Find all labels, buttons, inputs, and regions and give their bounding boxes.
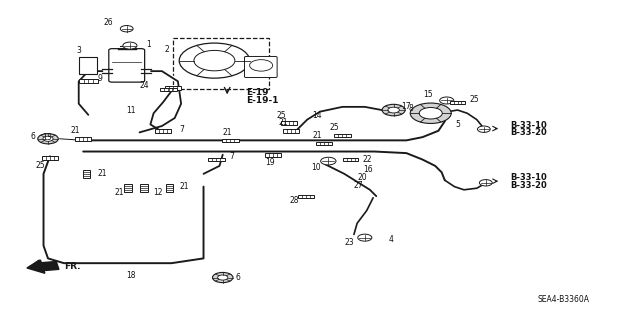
Text: 23: 23 bbox=[344, 238, 355, 247]
Circle shape bbox=[194, 50, 235, 71]
Polygon shape bbox=[164, 86, 181, 90]
Text: 12: 12 bbox=[154, 189, 163, 197]
Polygon shape bbox=[79, 79, 97, 83]
Circle shape bbox=[123, 42, 137, 49]
Text: B-33-20: B-33-20 bbox=[510, 181, 547, 189]
Polygon shape bbox=[166, 184, 173, 192]
FancyBboxPatch shape bbox=[244, 56, 277, 78]
Polygon shape bbox=[316, 142, 332, 145]
Circle shape bbox=[477, 126, 490, 132]
Text: SEA4-B3360A: SEA4-B3360A bbox=[537, 295, 589, 304]
Polygon shape bbox=[283, 129, 300, 133]
Text: 7: 7 bbox=[179, 125, 184, 134]
Text: E-19-1: E-19-1 bbox=[246, 96, 279, 105]
Circle shape bbox=[382, 104, 405, 116]
Text: 3: 3 bbox=[76, 46, 81, 55]
Text: 19: 19 bbox=[265, 158, 275, 167]
Polygon shape bbox=[124, 184, 132, 192]
Text: 21: 21 bbox=[71, 126, 80, 135]
Circle shape bbox=[38, 134, 58, 144]
Text: 21: 21 bbox=[223, 128, 232, 137]
Text: 24: 24 bbox=[139, 81, 149, 90]
Text: 21: 21 bbox=[278, 118, 287, 127]
Text: 20: 20 bbox=[357, 173, 367, 182]
Text: 17: 17 bbox=[401, 102, 412, 111]
Text: B-33-10: B-33-10 bbox=[510, 121, 547, 130]
Text: 28: 28 bbox=[290, 197, 299, 205]
Text: 9: 9 bbox=[98, 74, 103, 83]
Text: 21: 21 bbox=[312, 131, 321, 140]
Circle shape bbox=[321, 157, 336, 165]
Text: 26: 26 bbox=[104, 18, 114, 27]
Text: 22: 22 bbox=[362, 155, 372, 164]
Text: 25: 25 bbox=[329, 123, 339, 132]
Text: 21: 21 bbox=[179, 182, 189, 191]
Text: 25: 25 bbox=[276, 111, 287, 120]
Text: 2: 2 bbox=[164, 45, 169, 54]
Polygon shape bbox=[265, 153, 282, 157]
FancyBboxPatch shape bbox=[173, 38, 269, 89]
Text: 10: 10 bbox=[310, 163, 321, 172]
Text: 15: 15 bbox=[422, 90, 433, 99]
Polygon shape bbox=[42, 156, 58, 160]
Polygon shape bbox=[298, 195, 314, 198]
Circle shape bbox=[212, 272, 233, 283]
Text: B-33-10: B-33-10 bbox=[510, 173, 547, 182]
Text: 4: 4 bbox=[389, 235, 394, 244]
Polygon shape bbox=[222, 138, 239, 142]
Circle shape bbox=[419, 108, 442, 119]
Polygon shape bbox=[160, 87, 177, 91]
FancyBboxPatch shape bbox=[79, 56, 97, 74]
Polygon shape bbox=[281, 121, 298, 125]
Circle shape bbox=[388, 107, 399, 113]
Circle shape bbox=[218, 275, 228, 280]
Text: 18: 18 bbox=[127, 271, 136, 280]
Text: 8: 8 bbox=[408, 104, 413, 113]
Text: 5: 5 bbox=[455, 120, 460, 129]
Circle shape bbox=[358, 234, 372, 241]
Polygon shape bbox=[334, 134, 351, 137]
Text: 14: 14 bbox=[312, 111, 322, 120]
Text: 11: 11 bbox=[127, 106, 136, 115]
Polygon shape bbox=[343, 158, 358, 161]
Circle shape bbox=[43, 136, 53, 141]
Polygon shape bbox=[451, 100, 465, 104]
Circle shape bbox=[179, 43, 250, 78]
Circle shape bbox=[250, 60, 273, 71]
Text: 6: 6 bbox=[31, 132, 36, 141]
Text: 25: 25 bbox=[469, 95, 479, 104]
Text: 7: 7 bbox=[229, 152, 234, 161]
Circle shape bbox=[410, 103, 451, 123]
Polygon shape bbox=[140, 184, 148, 192]
Text: 21: 21 bbox=[115, 189, 124, 197]
FancyBboxPatch shape bbox=[109, 48, 145, 82]
Polygon shape bbox=[208, 158, 225, 161]
Text: 13: 13 bbox=[42, 133, 52, 142]
Circle shape bbox=[120, 26, 133, 32]
Text: 6: 6 bbox=[236, 273, 241, 282]
Text: FR.: FR. bbox=[64, 262, 81, 271]
Text: 25: 25 bbox=[35, 161, 45, 170]
Polygon shape bbox=[75, 137, 92, 141]
Text: 1: 1 bbox=[146, 40, 150, 49]
Text: 21: 21 bbox=[97, 169, 107, 178]
Polygon shape bbox=[83, 170, 90, 178]
Text: E-19: E-19 bbox=[246, 88, 269, 97]
FancyArrow shape bbox=[27, 260, 59, 273]
Text: 27: 27 bbox=[354, 182, 364, 190]
Circle shape bbox=[440, 97, 454, 104]
Text: 16: 16 bbox=[364, 165, 373, 174]
Circle shape bbox=[479, 180, 492, 186]
Text: B-33-20: B-33-20 bbox=[510, 128, 547, 137]
Polygon shape bbox=[155, 129, 172, 133]
